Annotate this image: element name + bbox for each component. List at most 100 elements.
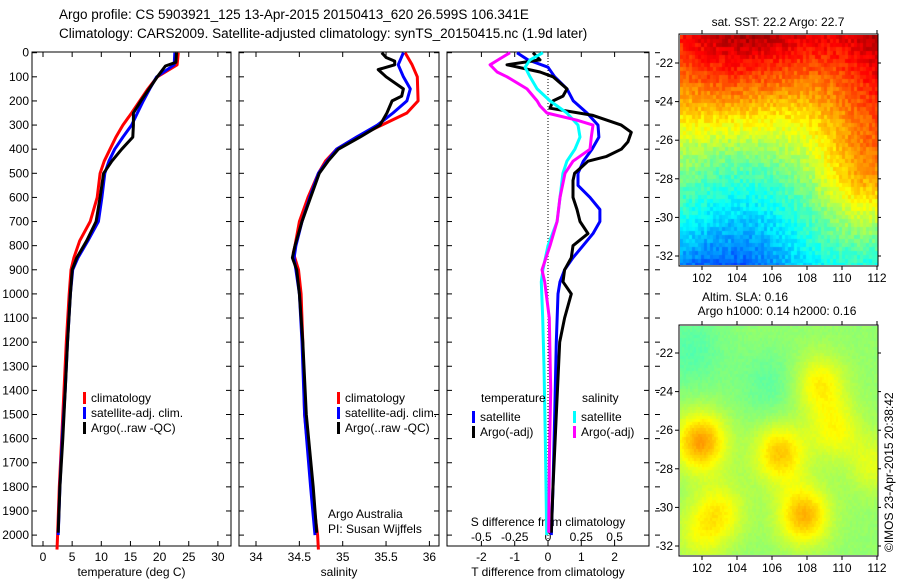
lat-tick-label: -22: [656, 346, 674, 360]
legend-swatch-satellite: [83, 407, 86, 419]
x-tick-label: 10: [95, 550, 109, 564]
lon-tick-label: 110: [832, 561, 851, 575]
y-tick-label: 1600: [2, 432, 29, 446]
legend-label: satellite-adj. clim.: [91, 406, 183, 420]
legend-label: climatology: [91, 391, 151, 405]
y-tick-label: 1000: [2, 287, 29, 301]
title-line-2: Climatology: CARS2009. Satellite-adjuste…: [59, 26, 587, 41]
sla-map-image: [680, 326, 878, 555]
x-tick-label: -1: [509, 550, 520, 564]
credit-pi: PI: Susan Wijffels: [328, 522, 422, 536]
legend-label: Argo(..raw -QC): [91, 421, 176, 435]
y-tick-label: 400: [9, 142, 29, 156]
y-tick-label: 1800: [2, 480, 29, 494]
legend-swatch-argo: [83, 422, 86, 434]
lon-tick-label: 102: [692, 271, 712, 285]
series-argo-raw-qc-: [56, 52, 178, 533]
lat-tick-label: -30: [656, 500, 674, 514]
legend-swatch-satellite: [472, 411, 475, 423]
legend-swatch-sal_argo: [573, 426, 576, 438]
lon-tick-label: 104: [727, 561, 747, 575]
legend-label: satellite: [480, 410, 521, 424]
lat-tick-label: -28: [656, 462, 674, 476]
x-tick-label: 15: [124, 550, 138, 564]
x-tick-label: 1: [578, 550, 585, 564]
x-tick-label: 0: [545, 550, 552, 564]
map-title: sat. SST: 22.2 Argo: 22.7: [712, 15, 845, 29]
x-tick-label: 36: [423, 550, 437, 564]
y-tick-label: 900: [9, 263, 29, 277]
x-tick-label: 2: [611, 550, 618, 564]
legend-swatch-argo: [472, 426, 475, 438]
panel-frame: [31, 51, 232, 547]
legend-group-salinity: salinity: [582, 391, 619, 405]
lon-tick-label: 112: [867, 561, 886, 575]
title-line-1: Argo profile: CS 5903921_125 13-Apr-2015…: [59, 7, 529, 22]
map-title: Altim. SLA: 0.16: [702, 290, 788, 304]
panel-frame: [238, 51, 440, 547]
map-frame: [678, 33, 879, 267]
x2-tick-label: 0.5: [606, 530, 623, 544]
sst-map-image: [680, 35, 878, 265]
lat-tick-label: -26: [656, 133, 674, 147]
y-tick-label: 1400: [2, 383, 29, 397]
x-tick-label: 34.5: [288, 550, 312, 564]
x2-tick-label: -0.5: [471, 530, 492, 544]
lat-tick-label: -24: [656, 385, 674, 399]
x-tick-label: -2: [476, 550, 487, 564]
copyright-stamp: ©IMOS 23-Apr-2015 20:38:42: [882, 392, 896, 552]
x2-tick-label: 0: [545, 530, 552, 544]
x2-tick-label: 0.25: [570, 530, 594, 544]
lon-tick-label: 110: [832, 271, 851, 285]
y-tick-label: 1700: [2, 456, 29, 470]
series-argo-raw-qc-: [290, 51, 405, 533]
y-tick-label: 1100: [3, 311, 29, 325]
lat-tick-label: -26: [656, 423, 674, 437]
lon-tick-label: 106: [762, 271, 782, 285]
y-tick-label: 100: [9, 70, 29, 84]
legend-label: satellite-adj. clim.: [345, 406, 437, 420]
legend-label: climatology: [345, 391, 405, 405]
credit-institution: Argo Australia: [328, 507, 403, 521]
lon-tick-label: 112: [867, 271, 886, 285]
lat-tick-label: -32: [656, 249, 674, 263]
legend-label: Argo(..raw -QC): [345, 421, 430, 435]
lon-tick-label: 104: [727, 271, 747, 285]
y-tick-label: 700: [9, 215, 29, 229]
sla-map: 102 104 106 108 110 112 -22 -24 -26 -28 -30 -32 Alti…: [656, 290, 887, 575]
x-axis-label: temperature (deg C): [77, 565, 185, 579]
lat-tick-label: -28: [656, 172, 674, 186]
x-tick-label: 25: [182, 550, 196, 564]
panel-temperature: 0 5 10 15 20 25 300100200300400500600700800900…: [2, 46, 232, 579]
series-satellite-adj-clim-: [56, 52, 177, 536]
map-subtitle: Argo h1000: 0.14 h2000: 0.16: [698, 304, 857, 318]
legend-swatch-climatology: [337, 392, 340, 404]
x-tick-label: 35: [336, 550, 350, 564]
series-t-satellite: [516, 51, 602, 536]
x-tick-label: 34: [249, 550, 263, 564]
legend-swatch-satellite: [337, 407, 340, 419]
x-axis-label: T difference from climatology: [471, 565, 625, 579]
series-t-argo-adj-: [505, 51, 633, 533]
y-tick-label: 0: [22, 46, 29, 60]
lon-tick-label: 106: [762, 561, 782, 575]
legend-label: Argo(-adj): [480, 425, 533, 439]
y-tick-label: 300: [9, 118, 29, 132]
lat-tick-label: -30: [656, 210, 674, 224]
y-tick-label: 200: [9, 94, 29, 108]
legend-label: satellite: [581, 410, 622, 424]
y-tick-label: 2000: [2, 528, 29, 542]
legend-swatch-climatology: [83, 392, 86, 404]
x-tick-label: 20: [153, 550, 167, 564]
y-tick-label: 500: [9, 166, 29, 180]
x-tick-label: 0: [40, 550, 47, 564]
x-axis-label: salinity: [321, 565, 358, 579]
y-tick-label: 800: [9, 239, 29, 253]
x-tick-label: 30: [211, 550, 225, 564]
legend-group-temperature: temperature: [481, 391, 546, 405]
legend-swatch-sal_satellite: [573, 411, 576, 423]
x2-tick-label: -0.25: [501, 530, 529, 544]
x-tick-label: 35.5: [374, 550, 398, 564]
series-s-argo-adj-: [488, 51, 595, 533]
